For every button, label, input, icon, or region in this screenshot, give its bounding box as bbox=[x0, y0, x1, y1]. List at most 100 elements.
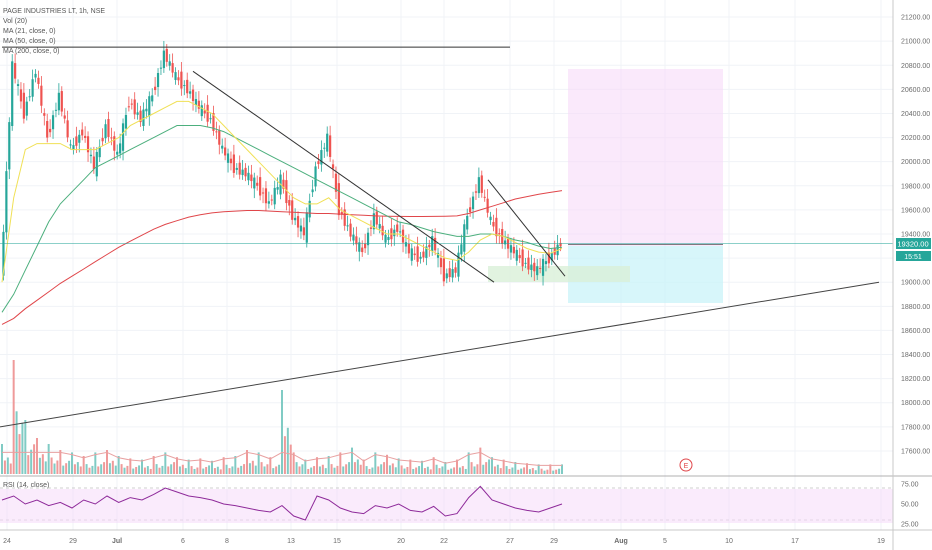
candle-body bbox=[66, 120, 69, 138]
time-tick-label: 5 bbox=[663, 538, 667, 545]
volume-bar bbox=[246, 450, 248, 474]
candle-body bbox=[524, 262, 527, 264]
legend-ma200[interactable]: MA (200, close, 0) bbox=[3, 48, 59, 55]
candle-body bbox=[544, 261, 548, 265]
volume-bar bbox=[406, 466, 409, 474]
volume-bar bbox=[502, 459, 505, 474]
candle-body bbox=[299, 225, 303, 232]
volume-bar bbox=[368, 468, 371, 474]
volume-bar bbox=[88, 467, 91, 474]
candle-body bbox=[165, 48, 168, 62]
profit-zone[interactable] bbox=[568, 69, 723, 246]
candle-body bbox=[486, 198, 489, 213]
candle-body bbox=[256, 182, 259, 186]
trend-line-1[interactable] bbox=[192, 70, 495, 283]
volume-bar bbox=[126, 465, 129, 474]
volume-bar bbox=[85, 464, 88, 474]
candle-body bbox=[168, 61, 171, 66]
candle-body bbox=[14, 63, 17, 79]
candle-body bbox=[451, 269, 454, 278]
volume-bar bbox=[371, 467, 374, 474]
volume-bar bbox=[517, 469, 520, 474]
volume-bar bbox=[62, 465, 65, 474]
time-axis[interactable]: 24 29 Jul 6 8 13 15 20 22 27 29 Aug 5 10 17 19 bbox=[3, 538, 885, 545]
candle-body bbox=[75, 136, 78, 146]
candle-body bbox=[273, 187, 276, 205]
support-line[interactable] bbox=[0, 281, 880, 428]
candle-body bbox=[253, 177, 256, 189]
candle-body bbox=[407, 243, 410, 254]
candle-body bbox=[267, 201, 270, 204]
time-tick-label: 20 bbox=[397, 538, 405, 545]
candle-body bbox=[124, 114, 128, 129]
candle-body bbox=[547, 252, 550, 264]
volume-bar bbox=[111, 460, 114, 474]
candle-body bbox=[533, 262, 536, 272]
candle-body bbox=[393, 229, 396, 237]
candle-body bbox=[399, 231, 402, 233]
candle-body bbox=[60, 91, 63, 112]
candle-body bbox=[349, 223, 352, 237]
volume-bar bbox=[103, 462, 106, 474]
candle-body bbox=[521, 249, 524, 267]
rsi-line bbox=[1, 485, 563, 521]
price-tick-label: 20200.00 bbox=[901, 135, 930, 142]
candle-body bbox=[463, 224, 466, 252]
candle-body bbox=[162, 50, 165, 69]
volume-bar bbox=[237, 467, 240, 474]
candle-body bbox=[294, 217, 297, 221]
volume-bar bbox=[173, 462, 176, 474]
volume-bar bbox=[540, 468, 543, 474]
price-tick-label: 20800.00 bbox=[901, 63, 930, 70]
candle-body bbox=[121, 123, 125, 151]
legend-vol[interactable]: Vol (20) bbox=[3, 18, 27, 25]
candle-body bbox=[86, 136, 90, 153]
price-tick-label: 21200.00 bbox=[901, 15, 930, 22]
volume-bar bbox=[456, 459, 458, 474]
candle-body bbox=[130, 103, 133, 105]
candle-body bbox=[337, 183, 340, 216]
candle-body bbox=[314, 166, 317, 187]
candle-body bbox=[270, 199, 273, 201]
candle-body bbox=[396, 224, 399, 232]
volume-bar bbox=[117, 456, 120, 474]
volume-bar bbox=[176, 457, 178, 474]
volume-bar bbox=[269, 457, 272, 474]
candle-body bbox=[419, 256, 422, 259]
volume-bar bbox=[348, 462, 351, 474]
earnings-marker[interactable] bbox=[679, 458, 693, 472]
trend-line-2[interactable] bbox=[487, 179, 566, 277]
volume-bar bbox=[438, 468, 441, 474]
candle-body bbox=[296, 216, 300, 228]
candle-body bbox=[51, 115, 55, 130]
volume-bar bbox=[476, 464, 479, 474]
volume-bar bbox=[231, 466, 234, 474]
candle-body bbox=[156, 73, 160, 88]
legend-ma50[interactable]: MA (50, close, 0) bbox=[3, 38, 56, 45]
legend-ma21[interactable]: MA (21, close, 0) bbox=[3, 28, 56, 35]
volume-profile-bar bbox=[488, 266, 630, 282]
volume-bar bbox=[324, 468, 327, 474]
volume-bar bbox=[114, 465, 117, 474]
volume-bar bbox=[260, 462, 263, 474]
rsi-axis[interactable]: 25.00 50.00 75.00 bbox=[901, 482, 919, 529]
candle-body bbox=[308, 200, 311, 218]
candle-body bbox=[261, 192, 265, 194]
volume-bar bbox=[248, 463, 251, 474]
volume-bar bbox=[511, 467, 514, 474]
candle-body bbox=[49, 128, 52, 133]
volume-bar bbox=[170, 464, 173, 474]
price-axis[interactable]: 17600.00 17800.00 18000.00 18200.00 18400.00… bbox=[901, 15, 930, 456]
candle-body bbox=[410, 248, 413, 261]
candle-body bbox=[436, 252, 440, 258]
volume-bar bbox=[161, 465, 164, 474]
countdown-tag bbox=[896, 251, 931, 261]
candle-body bbox=[259, 177, 262, 196]
rsi-legend[interactable]: RSI (14, close) bbox=[3, 482, 49, 489]
candle-body bbox=[442, 258, 445, 282]
volume-bar bbox=[94, 452, 97, 474]
volume-bar bbox=[336, 465, 339, 474]
price-tick-label: 19600.00 bbox=[901, 207, 930, 214]
volume-bar bbox=[353, 462, 356, 474]
